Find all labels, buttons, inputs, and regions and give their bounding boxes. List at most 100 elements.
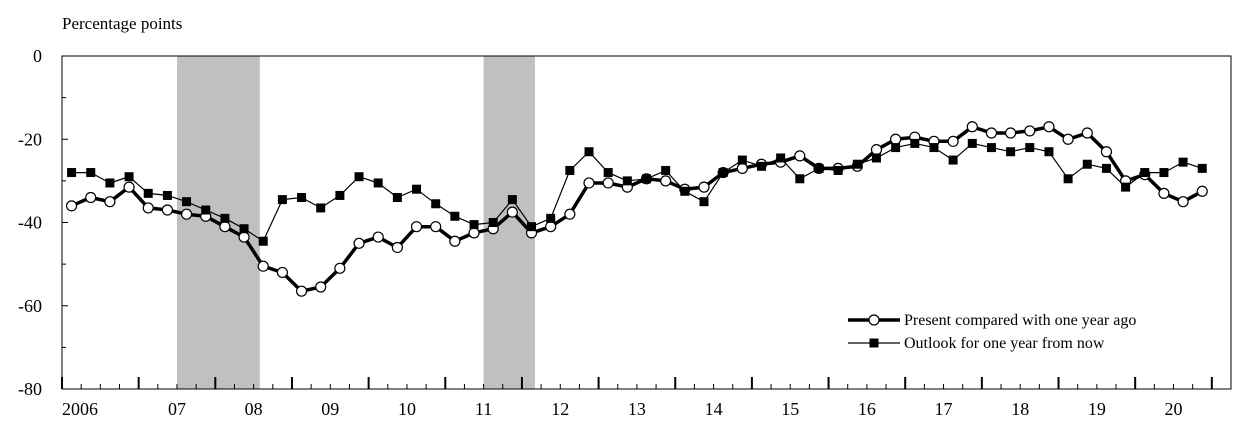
data-point	[1082, 159, 1092, 169]
data-point	[488, 218, 498, 227]
data-point	[584, 147, 594, 157]
data-point	[1101, 163, 1111, 173]
data-point	[852, 159, 862, 169]
data-point	[142, 202, 154, 214]
data-point	[392, 193, 402, 203]
data-point	[182, 197, 192, 207]
data-point	[891, 143, 901, 153]
x-tick-label: 11	[475, 399, 492, 419]
data-point	[67, 168, 77, 178]
data-point	[506, 206, 518, 218]
data-point	[1140, 168, 1150, 178]
x-tick-label: 15	[781, 399, 799, 419]
x-tick-label: 17	[935, 399, 953, 419]
data-point	[1025, 143, 1035, 153]
data-point	[602, 177, 614, 189]
data-point	[180, 208, 193, 220]
data-point	[814, 163, 824, 173]
data-point	[985, 127, 998, 139]
data-point	[794, 150, 806, 162]
data-point	[564, 208, 576, 220]
legend-item-1: Outlook for one year from now	[848, 335, 1105, 352]
data-point	[1178, 157, 1188, 167]
data-point	[124, 172, 134, 182]
data-point	[1158, 187, 1170, 199]
data-point	[910, 138, 920, 148]
data-point	[871, 153, 881, 163]
data-point	[642, 174, 651, 184]
data-point	[966, 121, 978, 133]
data-point	[65, 200, 78, 212]
data-point	[353, 237, 365, 249]
data-point	[1063, 174, 1073, 184]
data-point	[410, 221, 423, 233]
data-point	[335, 190, 345, 200]
data-point	[449, 235, 461, 247]
data-point	[412, 184, 422, 194]
data-point	[297, 193, 307, 203]
x-tick-label: 14	[705, 399, 723, 419]
data-point	[1197, 163, 1207, 173]
data-point	[257, 260, 269, 272]
data-point	[162, 190, 172, 200]
legend-item-0: Present compared with one year ago	[848, 312, 1136, 329]
legend-label: Outlook for one year from now	[904, 335, 1105, 352]
x-tick-label: 19	[1088, 399, 1106, 419]
y-tick-label: -80	[18, 379, 42, 399]
legend-label: Present compared with one year ago	[904, 312, 1136, 329]
data-point	[680, 186, 690, 196]
y-tick-label: -40	[18, 213, 42, 233]
data-point	[1177, 196, 1189, 208]
x-tick-label: 10	[398, 399, 416, 419]
data-point	[1159, 168, 1169, 178]
data-point	[795, 174, 805, 184]
data-point	[1062, 133, 1074, 145]
data-point	[1044, 147, 1054, 157]
data-point	[929, 143, 939, 153]
data-point	[105, 178, 115, 188]
data-point	[870, 144, 883, 156]
x-tick-label: 16	[858, 399, 876, 419]
data-point	[1121, 182, 1131, 192]
data-point	[354, 172, 364, 182]
data-point	[104, 196, 116, 208]
data-point	[661, 165, 671, 175]
x-tick-label: 18	[1011, 399, 1029, 419]
data-point	[123, 181, 135, 193]
x-tick-label: 2006	[62, 399, 98, 419]
data-point	[469, 220, 479, 230]
data-point	[545, 221, 557, 233]
data-point	[967, 138, 977, 148]
data-point	[736, 162, 748, 174]
data-point	[1006, 147, 1016, 157]
data-point	[315, 281, 327, 293]
data-point	[622, 176, 632, 186]
data-point	[527, 222, 537, 232]
data-point	[201, 205, 211, 215]
x-tick-label: 08	[245, 399, 263, 419]
x-tick-label: 20	[1165, 399, 1183, 419]
data-point	[161, 204, 174, 216]
data-point	[583, 177, 595, 189]
data-point	[1043, 121, 1055, 133]
legend-marker	[868, 314, 880, 326]
data-point	[1196, 185, 1208, 197]
data-point	[430, 221, 442, 233]
data-point	[986, 143, 996, 153]
data-point	[277, 195, 287, 205]
data-point	[238, 231, 250, 243]
data-point	[143, 188, 153, 198]
data-point	[316, 203, 326, 213]
data-point	[603, 168, 613, 178]
data-point	[1081, 127, 1093, 139]
x-tick-label: 09	[321, 399, 339, 419]
data-point	[947, 135, 959, 147]
data-point	[507, 195, 517, 205]
data-point	[660, 175, 672, 187]
data-point	[890, 133, 902, 145]
y-axis-label: Percentage points	[62, 14, 183, 33]
data-point	[699, 197, 709, 207]
data-point	[220, 213, 230, 223]
y-tick-label: 0	[33, 46, 42, 66]
x-tick-label: 12	[551, 399, 569, 419]
